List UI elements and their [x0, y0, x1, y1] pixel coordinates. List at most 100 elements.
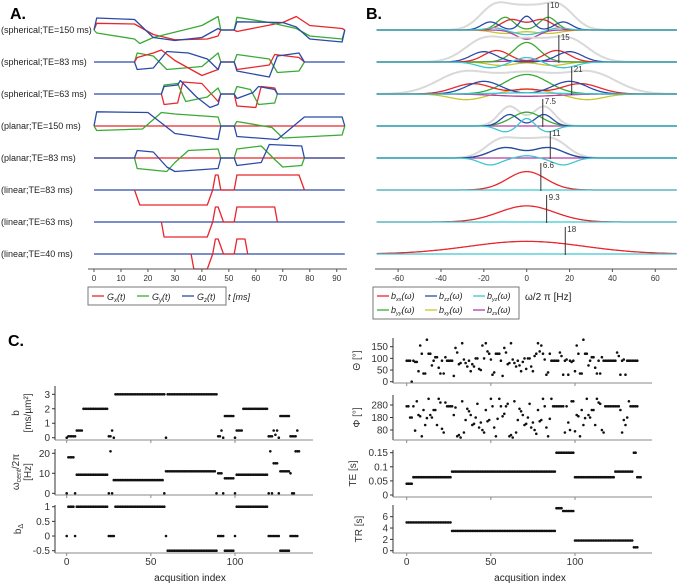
data-point: [625, 416, 629, 419]
data-point: [423, 372, 427, 375]
data-point: [413, 429, 417, 432]
y-tick-label: 100: [371, 354, 388, 365]
data-point: [529, 365, 533, 368]
data-point: [444, 355, 447, 359]
data-point: [213, 470, 217, 473]
data-point: [565, 358, 568, 361]
data-point: [528, 357, 531, 360]
data-point: [636, 546, 639, 549]
data-point: [602, 431, 605, 434]
data-point: [476, 402, 479, 406]
centroid-marker-label: 6.6: [543, 161, 555, 170]
data-point: [513, 361, 516, 365]
data-point: [622, 418, 626, 422]
subplot-te: 0 0.05 0.1 0.15 TE [s]: [348, 448, 652, 502]
y-tick-label: 280: [371, 401, 388, 412]
y-tick-label: 0.05: [369, 476, 389, 487]
data-point: [232, 549, 235, 552]
data-point: [469, 413, 473, 417]
data-point: [543, 405, 546, 408]
y-tick-label: 0.5: [36, 517, 50, 528]
data-point: [215, 492, 218, 495]
panel-label-c: C.: [8, 333, 24, 350]
data-point: [627, 400, 631, 403]
data-point: [498, 352, 501, 356]
y-tick-label: 2: [382, 535, 388, 546]
y-tick-label: 0: [44, 433, 50, 444]
data-point: [267, 492, 271, 495]
data-point: [518, 407, 521, 411]
data-point: [415, 360, 419, 364]
y-tick-label: 150: [371, 342, 388, 353]
data-point: [622, 358, 626, 361]
spectrum-gray-curve: [376, 69, 677, 95]
panel-c-right-xlabel: acqusition index: [494, 573, 566, 584]
data-point: [481, 428, 484, 432]
data-point: [410, 482, 414, 486]
data-point: [560, 354, 563, 358]
data-point: [545, 373, 548, 377]
data-point: [73, 492, 77, 495]
waveform-row-label: (linear;TE=63 ms): [1, 217, 73, 227]
data-point: [529, 426, 533, 429]
data-point: [459, 361, 462, 365]
data-point: [624, 423, 627, 427]
data-point: [462, 431, 466, 434]
data-point: [430, 416, 434, 419]
data-point: [600, 355, 604, 359]
spectrum-gray-curve: [376, 136, 677, 159]
data-point: [516, 418, 520, 422]
data-point: [636, 405, 639, 408]
data-point: [615, 351, 619, 354]
data-point: [617, 354, 621, 358]
data-point: [287, 414, 291, 418]
data-point: [503, 412, 506, 416]
spectrum-blue-curve: [376, 146, 677, 159]
data-point: [580, 408, 583, 412]
panel-c-left-xlabel: acqusition index: [154, 573, 226, 584]
data-point: [588, 359, 592, 363]
y-tick-label: 80: [377, 426, 389, 437]
data-point: [634, 451, 637, 455]
data-point: [112, 436, 116, 440]
data-point: [588, 416, 592, 419]
data-point: [597, 359, 600, 363]
data-point: [572, 451, 575, 455]
data-point: [593, 423, 597, 427]
data-point: [274, 433, 277, 437]
data-point: [233, 492, 237, 495]
waveform-red-line: [160, 206, 279, 238]
data-point: [275, 429, 279, 432]
data-point: [575, 344, 578, 347]
spectrum-green-curve: [376, 16, 677, 31]
data-point: [521, 413, 525, 417]
data-point: [452, 374, 456, 378]
data-point: [435, 355, 439, 359]
data-point: [595, 372, 599, 375]
data-point: [536, 408, 540, 412]
data-point: [487, 418, 491, 422]
legend-box: [372, 286, 520, 320]
x-tick-label: 60: [651, 274, 660, 283]
data-point: [540, 344, 543, 347]
x-tick-label: 70: [278, 274, 287, 283]
data-point: [526, 416, 530, 419]
data-point: [582, 423, 585, 427]
data-point: [457, 433, 461, 437]
data-point: [487, 352, 491, 356]
data-point: [489, 358, 493, 361]
data-point: [220, 429, 223, 432]
y-tick-label: 0: [382, 491, 388, 502]
data-point: [550, 397, 553, 401]
legend-entry-label: Gy(t): [152, 292, 171, 304]
data-point: [504, 351, 508, 354]
data-point: [296, 534, 299, 538]
data-point: [109, 435, 112, 438]
data-point: [567, 373, 570, 377]
data-point: [523, 357, 526, 360]
data-point: [80, 429, 84, 432]
data-point: [110, 429, 114, 432]
data-point: [491, 405, 494, 408]
spectrum-cyan-curve: [376, 117, 677, 133]
x-tick-label: -60: [392, 274, 404, 283]
